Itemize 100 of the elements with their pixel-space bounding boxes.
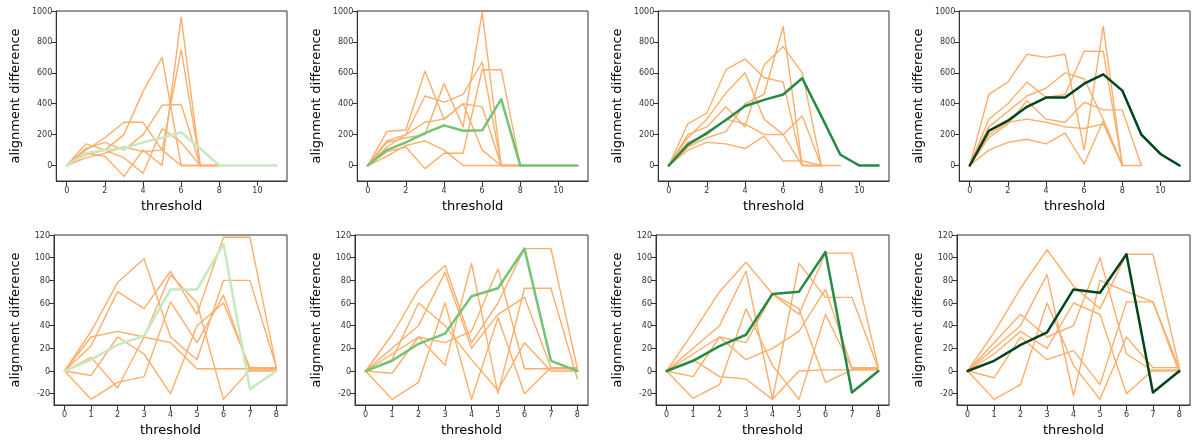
x-tick-label: 10 bbox=[1155, 185, 1166, 195]
x-tick-label: 3 bbox=[442, 409, 448, 419]
y-tick-label: 80 bbox=[340, 275, 351, 285]
x-tick-label: 4 bbox=[167, 409, 174, 419]
y-tick-label: -20 bbox=[638, 389, 652, 399]
y-tick-label: 100 bbox=[34, 253, 50, 263]
x-tick-label: 1 bbox=[389, 409, 395, 419]
x-tick-label: 0 bbox=[967, 185, 973, 195]
x-tick-label: 0 bbox=[365, 185, 371, 195]
x-tick-label: 8 bbox=[1119, 185, 1125, 195]
y-tick-label: 1000 bbox=[31, 6, 53, 16]
x-tick-label: 2 bbox=[102, 185, 108, 195]
x-tick-label: 6 bbox=[822, 409, 828, 419]
x-tick-label: 8 bbox=[875, 409, 881, 419]
x-tick-label: 3 bbox=[141, 409, 147, 419]
y-tick-label: 200 bbox=[337, 130, 354, 140]
y-tick-label: 200 bbox=[36, 130, 53, 140]
y-axis-title: alignment difference bbox=[609, 28, 624, 164]
y-axis-title: alignment difference bbox=[308, 252, 323, 388]
x-tick-label: 6 bbox=[1081, 185, 1087, 195]
y-tick-label: 60 bbox=[39, 298, 50, 308]
x-axis-title: threshold bbox=[743, 198, 805, 213]
y-tick-label: 600 bbox=[36, 68, 53, 78]
y-tick-label: 0 bbox=[44, 366, 50, 376]
y-tick-label: 100 bbox=[636, 253, 652, 263]
x-axis-title: threshold bbox=[1042, 422, 1105, 437]
x-tick-label: 3 bbox=[743, 409, 749, 419]
x-tick-label: 1 bbox=[991, 409, 997, 419]
y-tick-label: 800 bbox=[337, 37, 354, 47]
x-tick-label: 8 bbox=[273, 409, 279, 419]
x-tick-label: 8 bbox=[517, 185, 523, 195]
y-axis-title: alignment difference bbox=[910, 28, 925, 164]
y-tick-label: 80 bbox=[942, 275, 953, 285]
x-tick-label: 2 bbox=[403, 185, 409, 195]
y-tick-label: 0 bbox=[947, 366, 953, 376]
y-tick-label: 40 bbox=[39, 321, 50, 331]
y-tick-label: 20 bbox=[39, 343, 50, 353]
x-tick-label: 4 bbox=[769, 409, 776, 419]
y-tick-label: 40 bbox=[942, 321, 953, 331]
x-tick-label: 1 bbox=[690, 409, 696, 419]
x-tick-label: 8 bbox=[1176, 409, 1182, 419]
y-tick-label: 40 bbox=[641, 321, 652, 331]
x-tick-label: 7 bbox=[849, 409, 855, 419]
x-tick-label: 2 bbox=[1018, 409, 1024, 419]
x-tick-label: 5 bbox=[495, 409, 501, 419]
x-tick-label: 10 bbox=[252, 185, 263, 195]
y-tick-label: 60 bbox=[340, 298, 351, 308]
y-tick-label: 0 bbox=[646, 366, 652, 376]
x-tick-label: 4 bbox=[742, 185, 748, 195]
x-tick-label: 7 bbox=[247, 409, 253, 419]
y-tick-label: 120 bbox=[636, 230, 652, 240]
x-tick-label: 4 bbox=[441, 185, 447, 195]
x-tick-label: 2 bbox=[1005, 185, 1011, 195]
y-tick-label: 0 bbox=[348, 161, 354, 171]
y-tick-label: 100 bbox=[335, 253, 351, 263]
x-tick-label: 4 bbox=[1043, 185, 1049, 195]
x-tick-label: 4 bbox=[140, 185, 146, 195]
y-tick-label: 200 bbox=[638, 130, 655, 140]
y-axis-title: alignment difference bbox=[7, 28, 22, 164]
x-tick-label: 0 bbox=[664, 409, 670, 419]
y-tick-label: 120 bbox=[34, 230, 50, 240]
x-tick-label: 0 bbox=[965, 409, 971, 419]
y-tick-label: 200 bbox=[939, 130, 956, 140]
y-tick-label: 600 bbox=[939, 68, 956, 78]
x-tick-label: 6 bbox=[479, 185, 485, 195]
x-tick-label: 3 bbox=[1044, 409, 1050, 419]
x-tick-label: 7 bbox=[1150, 409, 1156, 419]
x-tick-label: 5 bbox=[796, 409, 802, 419]
y-axis-title: alignment difference bbox=[910, 252, 925, 388]
y-tick-label: 20 bbox=[942, 343, 953, 353]
x-axis-title: threshold bbox=[141, 198, 203, 213]
x-tick-label: 6 bbox=[220, 409, 226, 419]
y-tick-label: -20 bbox=[337, 389, 351, 399]
x-axis-title: threshold bbox=[440, 422, 503, 437]
y-tick-label: 0 bbox=[950, 161, 956, 171]
y-tick-label: 600 bbox=[337, 68, 354, 78]
x-tick-label: 1 bbox=[88, 409, 94, 419]
y-tick-label: 400 bbox=[337, 99, 354, 109]
x-tick-label: 8 bbox=[818, 185, 824, 195]
x-tick-label: 8 bbox=[216, 185, 222, 195]
y-tick-label: 100 bbox=[937, 253, 953, 263]
x-axis-title: threshold bbox=[442, 198, 504, 213]
x-tick-label: 6 bbox=[521, 409, 527, 419]
y-tick-label: 40 bbox=[340, 321, 351, 331]
x-tick-label: 2 bbox=[717, 409, 723, 419]
y-tick-label: 0 bbox=[649, 161, 655, 171]
x-tick-label: 2 bbox=[416, 409, 422, 419]
y-tick-label: 400 bbox=[638, 99, 655, 109]
x-tick-label: 0 bbox=[62, 409, 68, 419]
y-axis-title: alignment difference bbox=[308, 28, 323, 164]
y-tick-label: 600 bbox=[638, 68, 655, 78]
x-tick-label: 4 bbox=[468, 409, 475, 419]
y-tick-label: 0 bbox=[47, 161, 53, 171]
y-tick-label: -20 bbox=[939, 389, 953, 399]
y-tick-label: -20 bbox=[36, 389, 50, 399]
y-tick-label: 80 bbox=[39, 275, 50, 285]
x-tick-label: 0 bbox=[363, 409, 369, 419]
y-tick-label: 60 bbox=[641, 298, 652, 308]
x-tick-label: 10 bbox=[854, 185, 865, 195]
x-axis-title: threshold bbox=[139, 422, 202, 437]
